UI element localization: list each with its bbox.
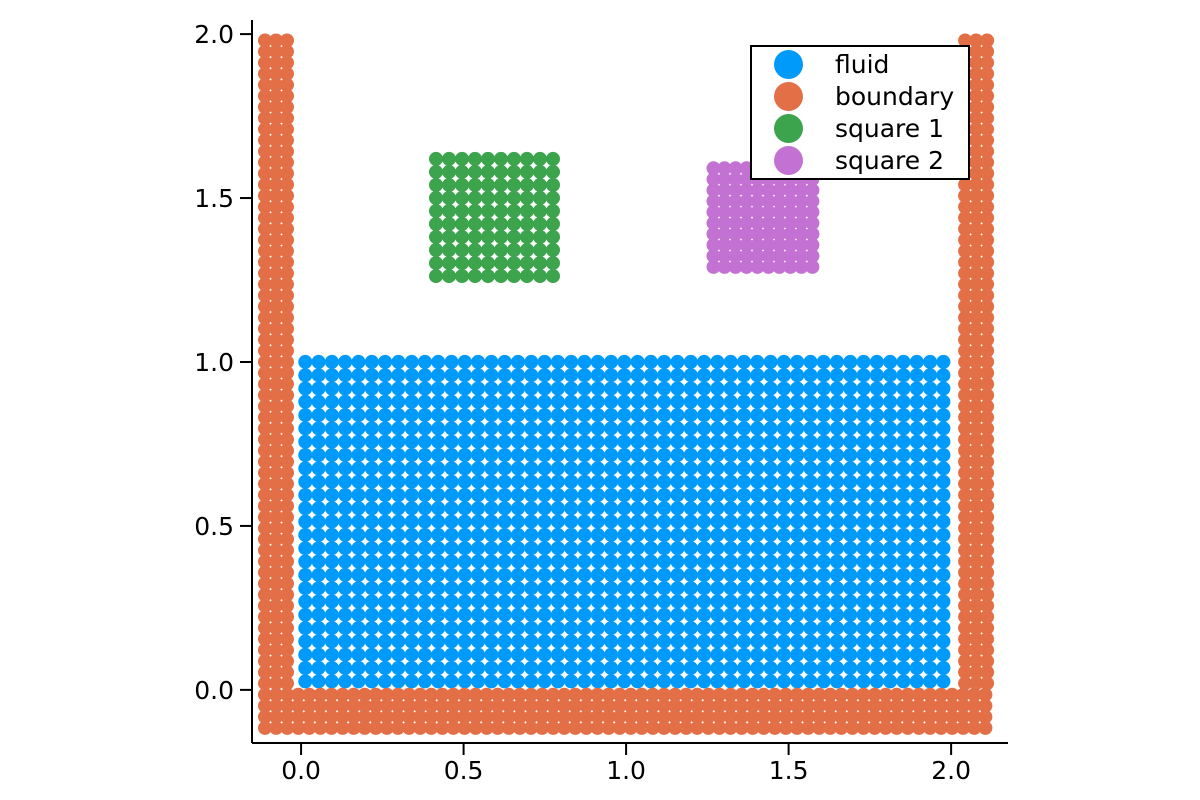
legend-label: boundary [835,82,955,112]
legend-marker-circle [774,113,803,143]
svg-text:1.5: 1.5 [194,184,234,213]
svg-text:1.0: 1.0 [606,756,646,785]
svg-text:0.0: 0.0 [194,676,234,705]
legend-label: square 2 [835,145,945,175]
svg-text:1.0: 1.0 [194,348,234,377]
svg-text:0.5: 0.5 [194,512,234,541]
svg-text:2.0: 2.0 [931,756,971,785]
legend-box: fluid boundary square 1 square 2 [750,45,970,180]
svg-text:0.5: 0.5 [444,756,484,785]
svg-text:0.0: 0.0 [281,756,321,785]
legend-entry-fluid: fluid [752,50,968,80]
svg-text:1.5: 1.5 [769,756,809,785]
legend-label: square 1 [835,113,945,143]
legend-marker-circle [774,82,803,112]
svg-text:2.0: 2.0 [194,20,234,49]
legend-entry-square-2: square 2 [752,145,968,175]
legend-entry-square-1: square 1 [752,113,968,143]
legend-entry-boundary: boundary [752,82,968,112]
legend-marker-circle [774,50,803,80]
legend-label: fluid [835,50,890,80]
legend-marker-circle [774,145,803,175]
